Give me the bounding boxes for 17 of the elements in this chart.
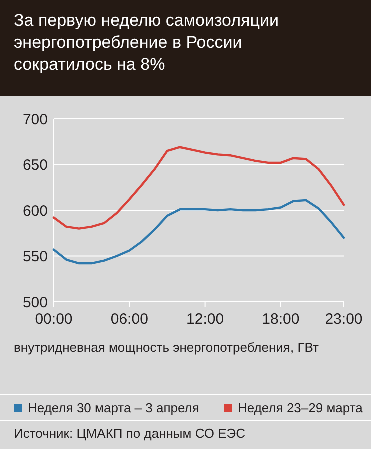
legend-label: Неделя 23–29 марта bbox=[238, 400, 364, 416]
y-tick-label: 700 bbox=[22, 111, 48, 128]
x-tick-label: 12:00 bbox=[186, 311, 224, 328]
x-tick-label: 06:00 bbox=[110, 311, 148, 328]
y-tick-label: 650 bbox=[22, 157, 48, 174]
line-series bbox=[52, 199, 346, 265]
x-tick-label: 18:00 bbox=[262, 311, 300, 328]
line-series bbox=[52, 146, 346, 230]
x-tick-label: 00:00 bbox=[35, 311, 73, 328]
x-tick-label: 23:00 bbox=[325, 311, 363, 328]
y-tick-label: 600 bbox=[22, 202, 48, 220]
text: внутридневная мощность энергопотребления, ГВт bbox=[14, 340, 319, 355]
text: Источник: ЦМАКП по данным СО ЕЭС bbox=[14, 426, 246, 441]
legend-label: Неделя 30 марта – 3 апреля bbox=[28, 400, 200, 416]
y-tick-label: 500 bbox=[22, 294, 48, 312]
chart-title: За первую неделю самоизоляции энергопотребление в России сократилось на 8% bbox=[14, 11, 279, 74]
y-tick-label: 550 bbox=[22, 248, 48, 266]
